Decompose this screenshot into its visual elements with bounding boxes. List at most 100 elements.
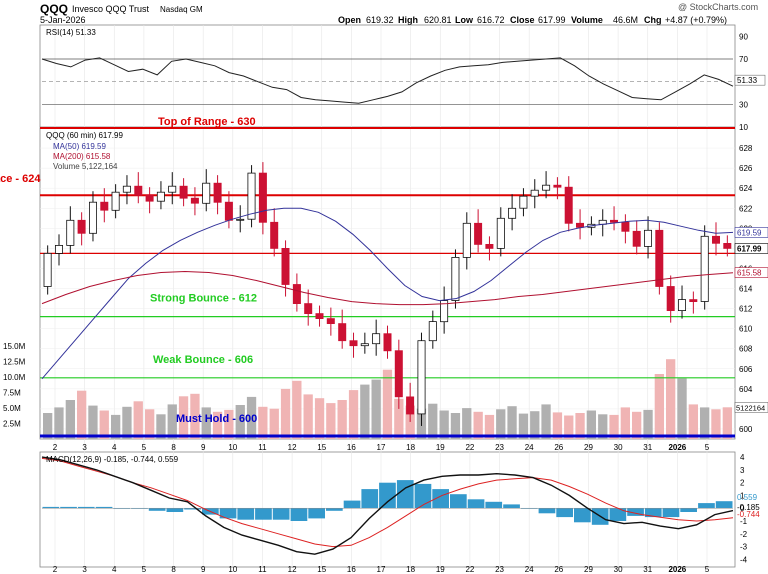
volume-tick-label: 5.0M [3, 404, 21, 413]
volume-bars [43, 359, 732, 440]
volume-bar [303, 394, 313, 439]
grid-lines [40, 25, 735, 567]
macd-tick-label: 2 [740, 479, 745, 488]
candle-body [202, 182, 211, 204]
low-label: Low [455, 15, 474, 25]
price-tick-label: 608 [739, 345, 753, 354]
macd-tick-label: 0 [740, 504, 745, 513]
volume-bar [428, 403, 438, 439]
open-label: Open [338, 15, 361, 25]
x-tick-label: 5 [705, 443, 710, 452]
x-tick-label-bottom: 12 [288, 565, 297, 574]
x-tick-label: 18 [406, 443, 415, 452]
volume-tag-box [734, 402, 768, 413]
macd-histogram-bar [556, 508, 573, 518]
volume-bar [43, 413, 53, 439]
candle-body [451, 256, 460, 301]
candle-body [508, 207, 517, 219]
volume-bar [337, 400, 347, 439]
x-tick-label-bottom: 9 [201, 565, 206, 574]
candle-body [564, 186, 573, 224]
price-tick-label: 626 [739, 164, 753, 173]
date-label: 5-Jan-2026 [40, 15, 86, 25]
macd-tick-label: -4 [740, 555, 748, 564]
volume-tick-label: 15.0M [3, 342, 26, 351]
candle-body [655, 229, 664, 287]
volume-bar [99, 410, 109, 439]
candle-body [247, 172, 256, 220]
candle-body [644, 229, 653, 247]
candle-body [156, 191, 165, 202]
volume-bar [156, 414, 166, 440]
x-tick-label: 8 [171, 443, 176, 452]
volume-bar [394, 398, 404, 439]
candle-body [55, 244, 64, 254]
x-tick-label: 3 [82, 443, 87, 452]
volume-bar [575, 413, 585, 439]
volume-bar [269, 408, 279, 439]
macd-histogram-bar [450, 494, 467, 509]
x-tick-label-bottom: 30 [614, 565, 623, 574]
candle-body [406, 396, 415, 415]
volume-tick-label: 2.5M [3, 420, 21, 429]
quote-bar: Open 619.32 High 620.81 Low 616.72 Close… [338, 15, 727, 25]
candle-body [610, 219, 619, 223]
candle-body [326, 318, 335, 325]
macd-histogram-bar [627, 508, 644, 516]
x-tick-label-bottom: 19 [436, 565, 445, 574]
x-tick-label-bottom: 15 [317, 565, 326, 574]
candle-body [372, 333, 381, 345]
x-tick-label: 2 [53, 443, 58, 452]
volume-bar [450, 413, 461, 439]
price-tick-label: 622 [739, 204, 753, 213]
volume-bar [360, 384, 370, 439]
volume-bar [507, 406, 517, 439]
candle-body [338, 323, 347, 342]
volume-bar [632, 411, 642, 439]
candle-body [666, 286, 675, 312]
candle-body [496, 217, 505, 249]
macd-histogram-bar [361, 489, 379, 509]
macd-histogram-bar [680, 508, 697, 512]
level-label: Weak Bounce - 606 [153, 354, 253, 366]
volume-bar [371, 379, 381, 439]
x-tick-label-bottom: 10 [228, 565, 237, 574]
price-tick-label: 604 [739, 385, 753, 394]
macd-histogram-bar [113, 508, 131, 509]
x-tick-label-bottom: 23 [495, 565, 504, 574]
volume-bar [314, 398, 325, 439]
candle-body [530, 189, 539, 197]
x-tick-label: 23 [495, 443, 504, 452]
x-tick-label: 22 [465, 443, 474, 452]
price-tag-box [734, 243, 768, 254]
macd-histogram-bar [520, 508, 538, 509]
macd-histogram-bar [574, 508, 591, 523]
price-legend: QQQ (60 min) 617.99 MA(50) 619.59 MA(200… [46, 131, 123, 171]
rsi-value-box [734, 74, 766, 86]
x-tick-label: 24 [525, 443, 534, 452]
volume-bar [666, 359, 676, 439]
macd-tick-label: 4 [740, 453, 745, 462]
macd-histogram-bar [219, 508, 237, 519]
x-tick-label: 5 [142, 443, 147, 452]
candle-body [678, 299, 687, 312]
volume-bar [484, 414, 495, 439]
macd-histogram-bar [148, 508, 166, 511]
macd-histogram-bar [396, 480, 414, 509]
macd-histogram-bar [644, 508, 662, 518]
candle-body [440, 300, 449, 323]
macd-histogram-bar [166, 508, 184, 512]
x-tick-label-bottom: 4 [112, 565, 117, 574]
volume-bar [552, 412, 563, 439]
x-tick-label-bottom: 2 [53, 565, 58, 574]
x-tick-label: 15 [317, 443, 326, 452]
macd-histogram-bar [42, 506, 60, 509]
rsi-line [41, 57, 734, 104]
x-tick-label: 31 [643, 443, 652, 452]
macd-histogram-bar [379, 482, 396, 509]
volume-bar [145, 409, 155, 439]
company-name: Invesco QQQ Trust [72, 4, 150, 14]
x-tick-label: 29 [584, 443, 593, 452]
rsi-title: RSI(14) 51.33 [46, 28, 96, 37]
candle-body [224, 201, 233, 221]
